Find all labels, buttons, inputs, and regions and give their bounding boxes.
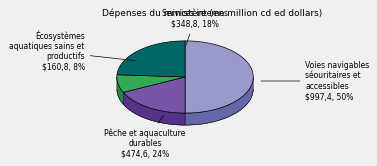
PathPatch shape: [123, 77, 185, 113]
Text: Services internes
$348,8, 18%: Services internes $348,8, 18%: [162, 9, 228, 45]
Text: Pêche et aquaculture
durables
$474,6, 24%: Pêche et aquaculture durables $474,6, 24…: [104, 115, 185, 158]
Polygon shape: [185, 78, 253, 125]
Text: Écosystèmes
aquatiques sains et
productifs
$160,8, 8%: Écosystèmes aquatiques sains et producti…: [9, 30, 135, 72]
Polygon shape: [117, 77, 123, 104]
PathPatch shape: [117, 75, 185, 92]
Text: Dépenses du ministère (en million cd ed dollars): Dépenses du ministère (en million cd ed …: [102, 9, 322, 18]
PathPatch shape: [185, 41, 253, 113]
PathPatch shape: [117, 41, 185, 77]
Polygon shape: [123, 92, 185, 125]
Text: Voies navigables
séouritaires et
accessibles
$997,4, 50%: Voies navigables séouritaires et accessi…: [261, 61, 369, 101]
